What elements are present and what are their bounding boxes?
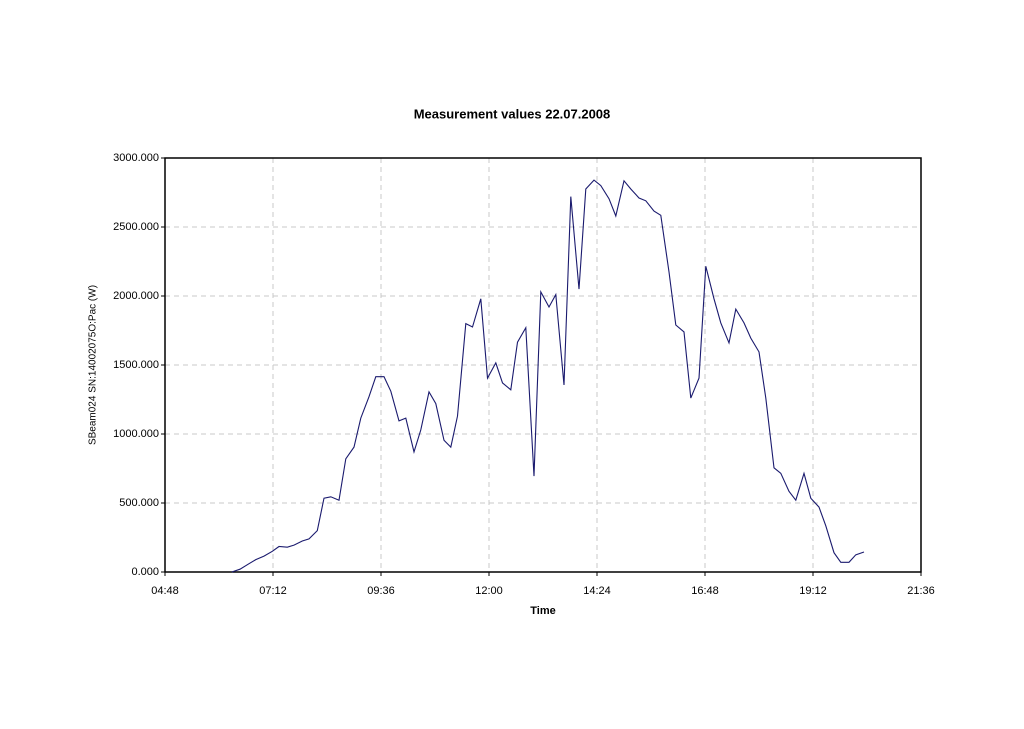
x-tick-label: 21:36: [907, 585, 935, 597]
y-tick-label: 500.000: [119, 497, 159, 509]
y-tick-label: 2000.000: [113, 290, 159, 302]
x-tick-label: 09:36: [367, 585, 395, 597]
y-tick-label: 0.000: [131, 566, 159, 578]
x-tick-label: 07:12: [259, 585, 287, 597]
y-tick-label: 1500.000: [113, 359, 159, 371]
y-tick-label: 3000.000: [113, 152, 159, 164]
x-tick-label: 16:48: [691, 585, 719, 597]
y-tick-label: 1000.000: [113, 428, 159, 440]
x-tick-label: 14:24: [583, 585, 611, 597]
plot-frame: [164, 157, 922, 573]
x-axis-label: Time: [530, 605, 555, 617]
x-tick-label: 04:48: [151, 585, 179, 597]
data-line: [231, 179, 865, 573]
x-tick-label: 19:12: [799, 585, 827, 597]
y-tick-label: 2500.000: [113, 221, 159, 233]
y-axis-label: SBeam024 SN:14002075O:Pac (W): [88, 285, 99, 445]
x-tick-label: 12:00: [475, 585, 503, 597]
chart-title: Measurement values 22.07.2008: [414, 106, 611, 121]
